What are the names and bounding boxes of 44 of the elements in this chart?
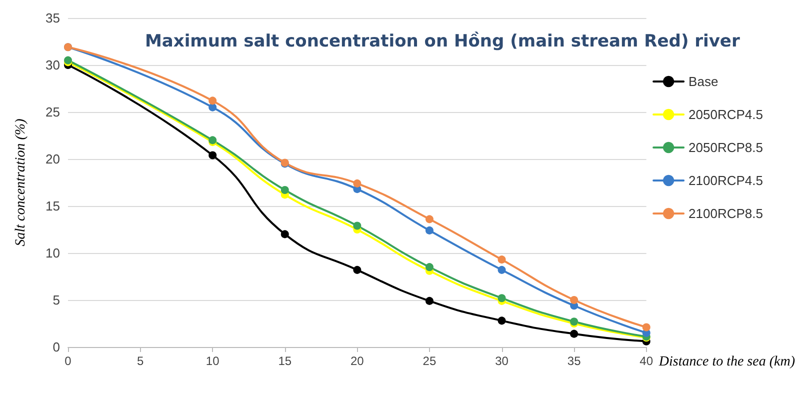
- y-tick-label: 10: [46, 246, 60, 260]
- point: [425, 296, 434, 305]
- x-tick-label: 35: [567, 354, 582, 368]
- x-tick-label: 10: [206, 354, 220, 368]
- point: [208, 96, 217, 105]
- x-tick-label: 20: [350, 354, 364, 368]
- legend-label: 2100RCP4.5: [688, 173, 764, 188]
- text: Maximum salt concentration on Hồng (main stream Red) river: [145, 32, 740, 52]
- point: [498, 316, 506, 325]
- x-axis-title: Distance to the sea (km): [658, 354, 796, 370]
- y-tick-label: 20: [46, 152, 60, 166]
- y-tick-label: 30: [46, 58, 60, 72]
- point: [425, 263, 434, 272]
- legend-label: Base: [688, 74, 718, 89]
- y-tick-label: 5: [52, 292, 60, 308]
- point: [498, 256, 506, 264]
- y-tick-label: 35: [46, 10, 60, 26]
- point: [208, 103, 217, 112]
- x-tick-label: 5: [136, 354, 144, 368]
- y-tick-label: 25: [46, 104, 60, 120]
- x-tick-label: 25: [422, 354, 436, 368]
- x-tick-label: 0: [64, 354, 72, 368]
- point: [208, 151, 217, 160]
- x-tick-label: 30: [495, 354, 509, 368]
- x-tick-label: 15: [278, 354, 292, 368]
- legend-label: 2050RCP4.5: [688, 107, 764, 122]
- y-axis-title: Salt concentration (%): [14, 118, 28, 246]
- point: [425, 215, 434, 224]
- point: [280, 230, 289, 238]
- point: [353, 179, 362, 188]
- y-tick-label: 15: [46, 198, 60, 214]
- legend-label: 2050RCP8.5: [688, 140, 764, 155]
- point: [353, 266, 362, 274]
- point: [498, 266, 506, 274]
- point: [280, 186, 289, 194]
- point: [642, 323, 650, 332]
- point: [353, 222, 362, 230]
- point: [570, 296, 578, 304]
- y-tick-label: 0: [52, 340, 60, 354]
- point: [425, 226, 434, 234]
- legend-label: 2100RCP8.5: [688, 206, 764, 221]
- point: [570, 330, 578, 338]
- x-tick-label: 40: [640, 354, 654, 368]
- point: [498, 294, 506, 302]
